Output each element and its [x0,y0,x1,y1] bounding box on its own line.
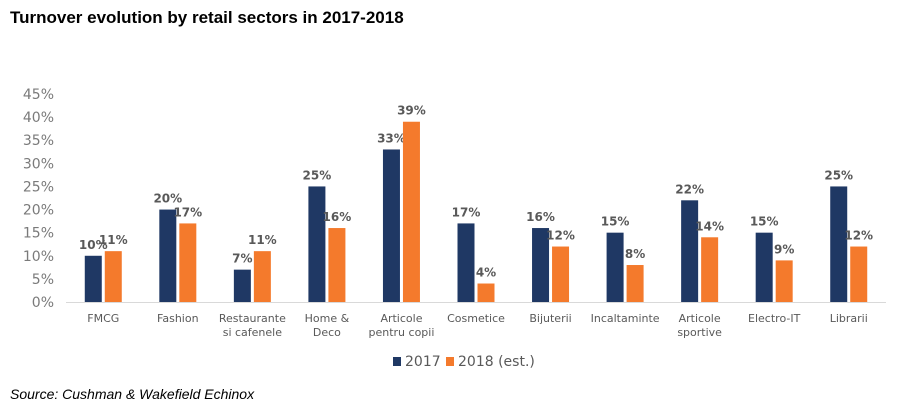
bar-2018 [552,246,570,302]
y-tick-label: 20% [23,203,54,219]
bar-2018 [402,121,420,302]
bar-2018 [328,228,346,302]
category-label: Restaurante [219,312,286,325]
data-label: 4% [476,266,496,280]
data-label: 25% [824,168,853,182]
data-label: 33% [377,131,406,145]
data-label: 39% [397,104,426,118]
data-label: 7% [232,252,252,266]
source-note: Source: Cushman & Wakefield Echinox [10,386,255,402]
bar-2017 [233,269,251,302]
y-tick-label: 35% [23,133,54,149]
data-label: 10% [79,238,108,252]
data-label: 11% [99,233,128,247]
bar-2017 [308,186,326,302]
data-label: 9% [774,242,794,256]
bar-2018 [477,283,495,302]
y-axis: 0% 5% 10% 15% 20% 25% 30% 35% 40% 45% [23,87,54,311]
bar-2018 [104,251,122,302]
category-label: Fashion [157,312,199,325]
bar-chart: 0%5%10%15%20%25%30%35%40%45% 10%11%20%17… [23,87,886,370]
category-label: si cafenele [223,326,283,339]
data-label: 16% [526,210,555,224]
bar-2017 [830,186,848,302]
data-label: 16% [323,210,352,224]
category-label: Articole [380,312,422,325]
y-tick-label: 30% [23,156,54,172]
bar-2017 [457,223,475,302]
category-label: Articole [679,312,721,325]
category-label: Deco [313,326,341,339]
y-tick-label: 10% [23,249,54,265]
y-tick-label: 0% [32,295,54,311]
y-tick-label: 15% [23,226,54,242]
legend-swatch [446,357,454,366]
bar-2018 [850,246,868,302]
data-label: 12% [546,229,575,243]
data-label: 11% [248,233,277,247]
y-tick-label: 25% [23,179,54,195]
data-label: 20% [153,192,182,206]
bars: 10%11%20%17%7%11%25%16%33%39%17%4%16%12%… [79,104,873,302]
data-label: 14% [695,219,724,233]
legend-label: 2017 [405,354,441,370]
category-label: Bijuterii [529,312,571,325]
data-label: 12% [844,229,873,243]
bar-2018 [626,265,644,302]
bar-2017 [84,255,102,302]
bar-2018 [179,223,197,302]
data-label: 22% [675,182,704,196]
y-tick-label: 40% [23,110,54,126]
data-label: 15% [601,215,630,229]
bar-2017 [755,232,773,302]
category-label: sportive [677,326,722,339]
data-label: 17% [173,205,202,219]
bar-2017 [159,209,177,302]
bar-2018 [775,260,793,302]
bar-2017 [681,200,699,302]
y-tick-label: 45% [23,87,54,103]
category-label: pentru copii [369,326,435,339]
y-tick-label: 5% [32,272,54,288]
chart-title: Turnover evolution by retail sectors in … [10,8,404,27]
category-label: Incaltaminte [591,312,660,325]
data-label: 17% [452,205,481,219]
data-label: 8% [625,247,645,261]
category-label: Home & [305,312,350,325]
legend-swatch [393,357,401,366]
bar-2017 [606,232,624,302]
legend-label: 2018 (est.) [458,354,535,370]
category-label: Librarii [830,312,868,325]
data-label: 25% [303,168,332,182]
data-label: 15% [750,215,779,229]
bar-2018 [253,251,271,302]
bar-2017 [532,228,550,302]
category-label: Electro-IT [748,312,801,325]
legend: 2017 2018 (est.) [393,354,535,370]
category-label: FMCG [87,312,119,325]
bar-2018 [701,237,719,302]
category-label: Cosmetice [447,312,505,325]
bar-2017 [382,149,400,302]
